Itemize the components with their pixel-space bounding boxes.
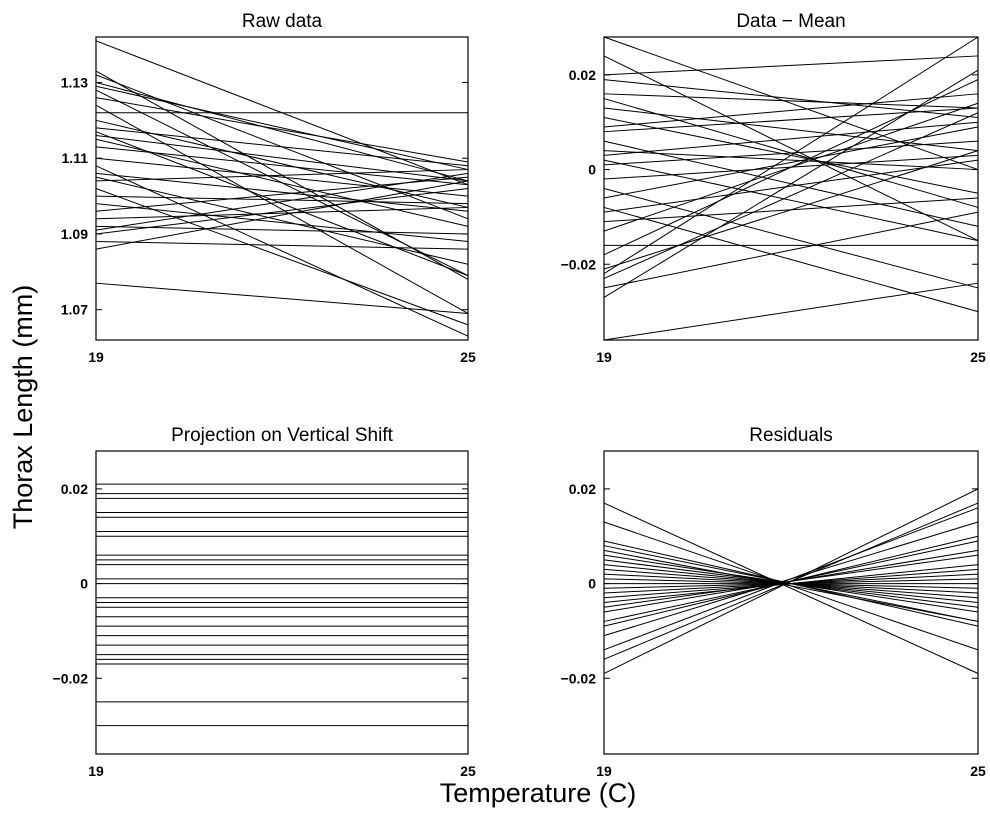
- panel-4-title: Residuals: [749, 425, 832, 446]
- panel-1-series-line-15: [95, 146, 469, 186]
- panel-2-series-line-15: [603, 140, 979, 166]
- panel-2-series-line-18: [603, 126, 979, 199]
- panel-1-series-line-21: [95, 188, 469, 326]
- panel-1-ytick-label: 1.13: [61, 74, 88, 90]
- panel-1-series-line-28: [95, 188, 469, 235]
- panel-2-series-line-19: [603, 206, 979, 313]
- panel-2-axes-frame: [603, 36, 979, 341]
- panel-3-ytick-label: 0.02: [61, 481, 88, 497]
- panel-2-title: Data − Mean: [736, 11, 845, 32]
- panel-1-series-line-13: [95, 134, 469, 182]
- panel-3-xtick-label: 25: [460, 763, 476, 779]
- panel-2-series-line-7: [603, 107, 979, 152]
- panel-4-series-line-24: [603, 488, 979, 674]
- panel-2-series-line-10: [603, 107, 979, 133]
- panel-1-axes-frame: [95, 36, 469, 341]
- panel-1-series-line-18: [95, 172, 469, 212]
- panel-2-series-line-12: [603, 150, 979, 171]
- panel-3-axes-frame: [95, 450, 469, 755]
- figure-ylabel: Thorax Length (mm): [8, 285, 38, 530]
- panel-1-series-line-17: [95, 165, 469, 337]
- panel-2-ytick-label: 0.02: [569, 67, 596, 83]
- panel-4-xtick-label: 25: [970, 763, 986, 779]
- panel-1-series-line-31: [95, 282, 469, 314]
- panel-1-series-line-19: [95, 176, 469, 265]
- panel-2-xtick-label: 25: [970, 349, 986, 365]
- panel-1-series-line-11: [95, 127, 469, 167]
- panel-2-series-line-29: [603, 69, 979, 298]
- panel-4-series-line-16: [603, 564, 979, 603]
- panel-2-series-line-13: [603, 121, 979, 156]
- panel-4-series-line-5: [603, 549, 979, 622]
- panel-3-ytick-label: 0: [80, 576, 88, 592]
- panel-1-series-line-16: [95, 157, 469, 197]
- panel-1-series-line-5: [95, 85, 469, 171]
- panel-4-series-line-1: [603, 502, 979, 674]
- panel-1-series-line-7: [95, 97, 469, 163]
- panel-2-series-line-3: [603, 55, 979, 76]
- panel-2-ytick-label: 0: [588, 162, 596, 178]
- panel-2-series-line-30: [603, 282, 979, 341]
- panel-2-series-line-9: [603, 93, 979, 128]
- panel-1-series-line-4: [95, 81, 469, 182]
- panel-4-series-line-22: [603, 507, 979, 651]
- panel-1-ytick-label: 1.09: [61, 226, 88, 242]
- panel-1-series-line-20: [95, 169, 469, 182]
- panel-1-series-line-29: [95, 241, 469, 250]
- figure-xlabel: Temperature (C): [440, 778, 637, 808]
- panel-1-series-line-22: [95, 195, 469, 205]
- panel-4-xtick-label: 19: [596, 763, 612, 779]
- panel-1-series-line-23: [95, 203, 469, 243]
- panel-4-ytick-label: 0: [588, 576, 596, 592]
- panel-1-xtick-label: 25: [460, 349, 476, 365]
- panel-1-title: Raw data: [242, 11, 323, 32]
- panel-2-series-line-24: [603, 79, 979, 256]
- panel-2-series-line-25: [603, 150, 979, 270]
- panel-1-series-line-10: [95, 119, 469, 208]
- panel-1-series-line-27: [95, 172, 469, 231]
- panel-2-series-line-17: [603, 188, 979, 289]
- panel-1-xtick-label: 19: [88, 349, 104, 365]
- panel-2-series-line-20: [603, 159, 979, 213]
- panel-2-xtick-label: 19: [596, 349, 612, 365]
- panel-1-ytick-label: 1.11: [62, 150, 89, 166]
- panel-2-series-line-27: [603, 112, 979, 279]
- panel-2-series-line-1: [603, 36, 979, 171]
- panel-1-series-line-26: [95, 225, 469, 235]
- panel-3-ytick-label: −0.02: [53, 670, 89, 686]
- panel-3-xtick-label: 19: [88, 763, 104, 779]
- panel-2-series-line-14: [603, 159, 979, 242]
- panel-1-series-line-8: [95, 104, 469, 314]
- panel-2-series-line-28: [603, 211, 979, 289]
- panel-4-axes-frame: [603, 450, 979, 755]
- panel-4-ytick-label: −0.02: [561, 670, 597, 686]
- panel-1-series-line-14: [95, 138, 469, 227]
- panel-2-series-line-4: [603, 79, 979, 118]
- panel-4-ytick-label: 0.02: [569, 481, 596, 497]
- panel-2-series-line-5: [603, 93, 979, 109]
- panel-1-series-line-12: [95, 131, 469, 277]
- panel-1-ytick-label: 1.07: [61, 302, 88, 318]
- panel-1-series-line-25: [95, 206, 469, 220]
- panel-3-title: Projection on Vertical Shift: [171, 425, 394, 446]
- panel-2-series-line-26: [603, 36, 979, 275]
- panel-2-ytick-label: −0.02: [561, 256, 597, 272]
- panel-2-series-line-2: [603, 55, 979, 242]
- panel-1-series-line-30: [95, 180, 469, 250]
